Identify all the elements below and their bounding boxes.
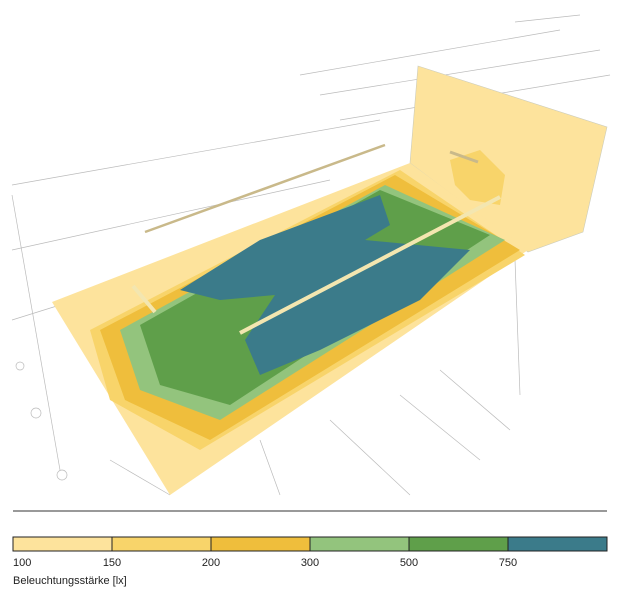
legend-swatch — [309, 536, 410, 552]
scene — [11, 14, 611, 496]
legend-tick-label: 200 — [202, 557, 220, 569]
legend-swatch — [507, 536, 608, 552]
legend-tick-label: 500 — [400, 557, 418, 569]
legend-title: Beleuchtungsstärke [lx] — [13, 575, 127, 587]
contour-750 — [180, 195, 470, 375]
legend-swatch — [408, 536, 509, 552]
legend-swatch — [210, 536, 311, 552]
luminaire — [449, 150, 479, 164]
legend-tick-label: 300 — [301, 557, 319, 569]
legend-tick-label: 750 — [499, 557, 517, 569]
legend-swatch — [111, 536, 212, 552]
legend-swatch — [12, 536, 113, 552]
wall-contour — [450, 150, 505, 205]
legend-tick-label: 150 — [103, 557, 121, 569]
luminaire — [239, 195, 501, 335]
legend: Beleuchtungsstärke [lx] 100 150 200 300 500 7… — [12, 536, 608, 587]
wall — [409, 65, 608, 253]
legend-tick-label: 100 — [13, 557, 31, 569]
luminaire — [131, 284, 157, 314]
luminaire — [144, 143, 386, 234]
